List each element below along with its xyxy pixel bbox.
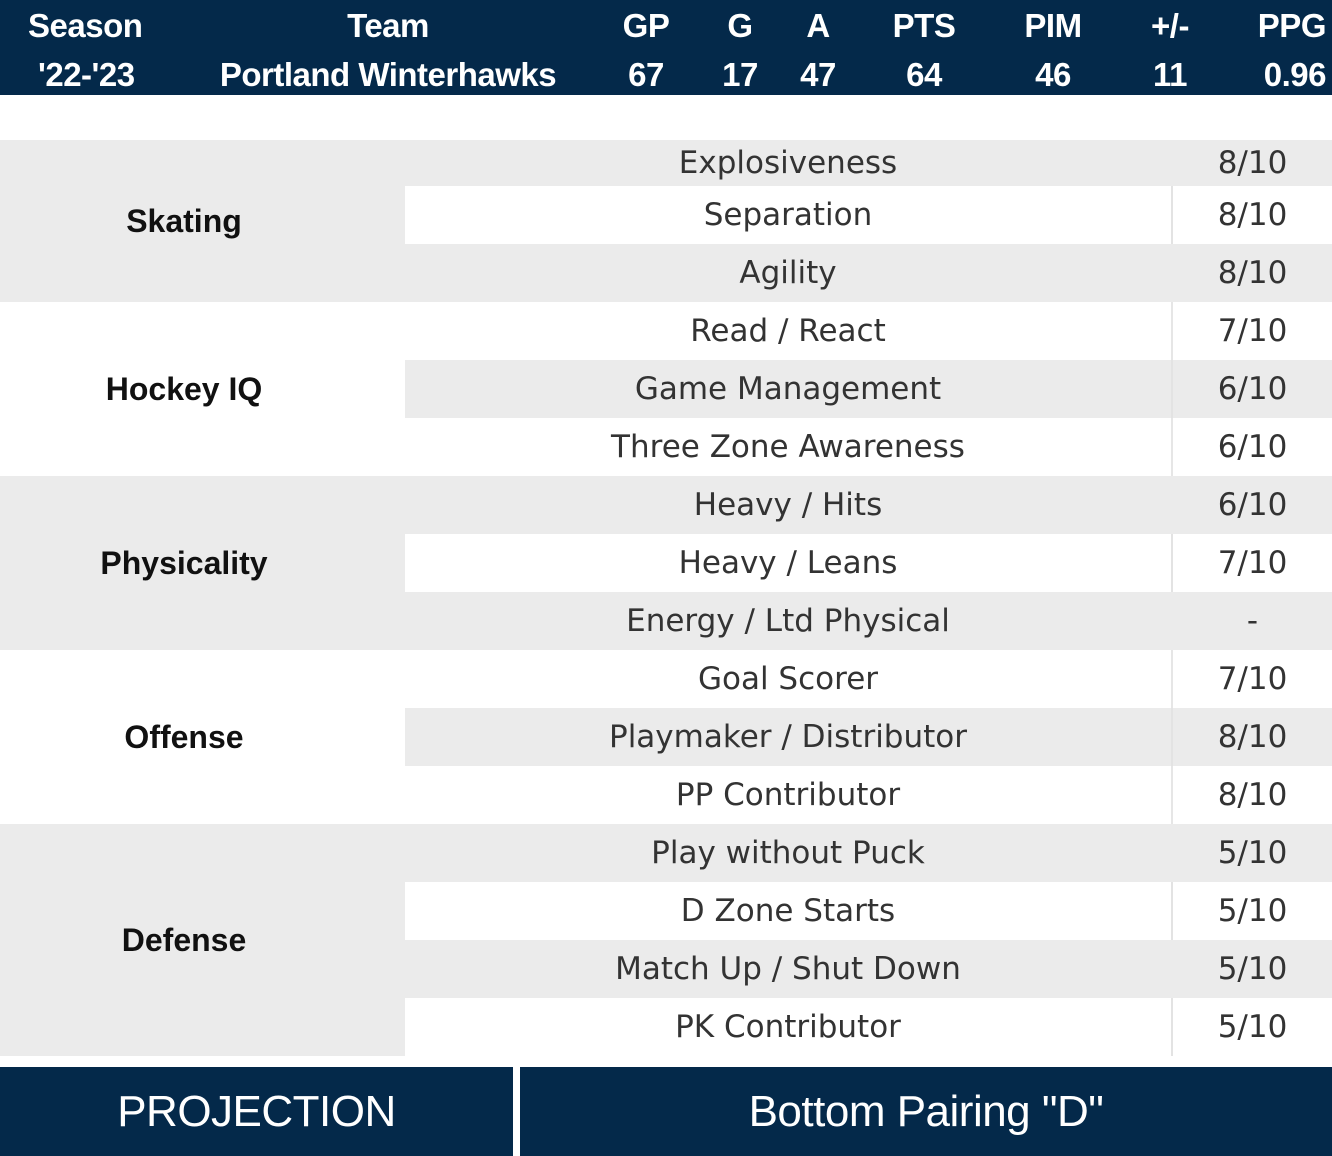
table-row: Goal Scorer 7/10 [405, 650, 1332, 708]
skill-score: 5/10 [1217, 1009, 1288, 1045]
table-row: PP Contributor 8/10 [405, 766, 1332, 824]
skill-name: D Zone Starts [405, 882, 1173, 940]
skill-score: 5/10 [1217, 893, 1288, 929]
skill-name: Explosiveness [405, 140, 1173, 186]
skill-score: 8/10 [1217, 197, 1288, 233]
table-row: Heavy / Hits 6/10 [405, 476, 1332, 534]
table-row: Match Up / Shut Down 5/10 [405, 940, 1332, 998]
header-gp: GP [622, 7, 670, 44]
skill-score: 8/10 [1217, 719, 1288, 755]
projection-label: PROJECTION [0, 1067, 513, 1156]
group-skating: Skating Explosiveness 8/10 Separation 8/… [0, 140, 1332, 302]
header-g: G [727, 7, 753, 44]
skill-name: PP Contributor [405, 766, 1173, 824]
table-row: Separation 8/10 [405, 186, 1332, 244]
category-label: Defense [121, 921, 247, 958]
header-team: Team [347, 7, 429, 44]
value-team: Portland Winterhawks [219, 56, 557, 93]
category-label: Hockey IQ [105, 370, 263, 407]
value-g: 17 [722, 56, 758, 93]
skill-score: 7/10 [1217, 313, 1288, 349]
value-pim: 46 [1035, 56, 1071, 93]
skill-name: Three Zone Awareness [405, 418, 1173, 476]
skill-name: Playmaker / Distributor [405, 708, 1173, 766]
header-plus-minus: +/- [1151, 7, 1189, 44]
skill-score: 5/10 [1217, 951, 1288, 987]
category-label: Skating [126, 202, 242, 239]
skill-name: Goal Scorer [405, 650, 1173, 708]
skill-name: Read / React [405, 302, 1173, 360]
value-pts: 64 [906, 56, 942, 93]
table-row: Game Management 6/10 [405, 360, 1332, 418]
table-row: Playmaker / Distributor 8/10 [405, 708, 1332, 766]
skill-score: 8/10 [1217, 145, 1288, 181]
skill-score: 6/10 [1217, 371, 1288, 407]
group-physicality: Physicality Heavy / Hits 6/10 Heavy / Le… [0, 476, 1332, 650]
group-offense: Offense Goal Scorer 7/10 Playmaker / Dis… [0, 650, 1332, 824]
skill-score: 7/10 [1217, 661, 1288, 697]
skill-name: Energy / Ltd Physical [405, 592, 1173, 650]
value-plus-minus: 11 [1153, 56, 1187, 93]
skill-name: Heavy / Leans [405, 534, 1173, 592]
skill-score: - [1246, 603, 1259, 639]
table-row: Read / React 7/10 [405, 302, 1332, 360]
header-season: Season [28, 7, 143, 44]
table-row: Explosiveness 8/10 [405, 140, 1332, 186]
projection-value: Bottom Pairing "D" [520, 1067, 1332, 1156]
header-a: A [806, 7, 830, 44]
table-row: Three Zone Awareness 6/10 [405, 418, 1332, 476]
skill-score: 5/10 [1217, 835, 1288, 871]
skill-name: Match Up / Shut Down [405, 940, 1173, 998]
category-label: Physicality [100, 544, 268, 581]
header-pim: PIM [1024, 7, 1082, 44]
skill-score: 8/10 [1217, 777, 1288, 813]
table-row: Energy / Ltd Physical - [405, 592, 1332, 650]
ratings-table: Skating Explosiveness 8/10 Separation 8/… [0, 140, 1332, 1056]
skill-score: 8/10 [1217, 255, 1288, 291]
table-row: Agility 8/10 [405, 244, 1332, 302]
table-row: PK Contributor 5/10 [405, 998, 1332, 1056]
value-ppg: 0.96 [1263, 56, 1327, 93]
stats-header: Season Team GP G A PTS PIM +/- PPG '22-'… [0, 0, 1332, 95]
projection-footer: PROJECTION Bottom Pairing "D" [0, 1067, 1332, 1156]
group-hockey-iq: Hockey IQ Read / React 7/10 Game Managem… [0, 302, 1332, 476]
category-label: Offense [124, 718, 244, 755]
table-row: D Zone Starts 5/10 [405, 882, 1332, 940]
group-defense: Defense Play without Puck 5/10 D Zone St… [0, 824, 1332, 1056]
skill-name: Heavy / Hits [405, 476, 1173, 534]
table-row: Play without Puck 5/10 [405, 824, 1332, 882]
skill-name: PK Contributor [405, 998, 1173, 1056]
table-row: Heavy / Leans 7/10 [405, 534, 1332, 592]
header-pts: PTS [892, 7, 956, 44]
value-season: '22-'23 [38, 56, 135, 93]
skill-name: Separation [405, 186, 1173, 244]
skill-name: Game Management [405, 360, 1173, 418]
skill-score: 6/10 [1217, 487, 1288, 523]
skill-score: 6/10 [1217, 429, 1288, 465]
skill-name: Agility [405, 244, 1173, 302]
skill-score: 7/10 [1217, 545, 1288, 581]
header-ppg: PPG [1257, 7, 1327, 44]
value-a: 47 [800, 56, 836, 93]
skill-name: Play without Puck [405, 824, 1173, 882]
value-gp: 67 [628, 56, 664, 93]
